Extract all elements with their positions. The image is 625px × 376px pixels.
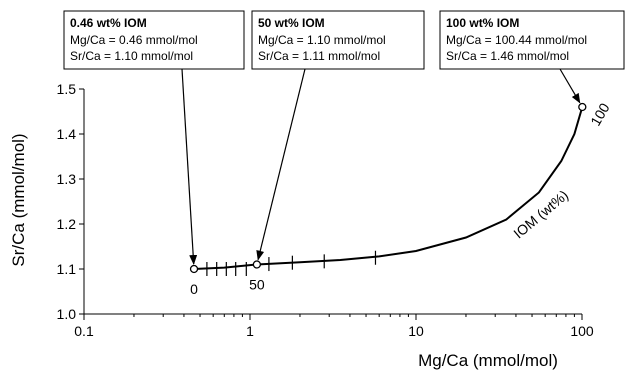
data-point-marker xyxy=(252,260,262,269)
annotation-line: Sr/Ca = 1.11 mmol/mol xyxy=(258,49,380,63)
annotation-title: 100 wt% IOM xyxy=(446,16,519,30)
annotation-line: Mg/Ca = 0.46 mmol/mol xyxy=(70,33,198,47)
x-tick-label: 1 xyxy=(246,323,254,339)
y-tick-label: 1.3 xyxy=(57,171,77,187)
data-point-label: 100 xyxy=(587,100,613,128)
series-line xyxy=(193,106,584,270)
y-tick-label: 1.4 xyxy=(57,126,77,142)
y-tick-label: 1.2 xyxy=(57,216,77,232)
annotation-frame xyxy=(63,10,245,70)
annotation-frame xyxy=(251,10,425,70)
data-point-marker xyxy=(578,102,587,112)
x-tick-label: 0.1 xyxy=(74,323,94,339)
annotation-frame xyxy=(439,10,625,70)
data-point-label: 50 xyxy=(249,277,265,293)
annotation-title: 50 wt% IOM xyxy=(258,16,325,30)
y-tick-label: 1.0 xyxy=(57,306,77,322)
y-tick-label: 1.5 xyxy=(57,81,77,97)
annotation-line: Sr/Ca = 1.10 mmol/mol xyxy=(70,49,193,63)
y-axis-title: Sr/Ca (mmol/mol) xyxy=(9,133,28,266)
data-point-marker xyxy=(189,264,199,274)
x-axis: 0.1 1 10 100 xyxy=(74,314,594,339)
annotation-line: Mg/Ca = 1.10 mmol/mol xyxy=(258,33,386,47)
x-tick-label: 10 xyxy=(408,323,424,339)
annotation-box: 0.46 wt% IOM Mg/Ca = 0.46 mmol/mol Sr/Ca =… xyxy=(63,10,245,266)
x-tick-label: 100 xyxy=(570,323,594,339)
y-tick-label: 1.1 xyxy=(57,261,77,277)
x-axis-title: Mg/Ca (mmol/mol) xyxy=(418,351,558,370)
annotation-arrow xyxy=(256,68,306,261)
curve-label: IOM (wt%) xyxy=(510,187,571,242)
y-axis: 1.0 1.1 1.2 1.3 1.4 1.5 xyxy=(57,81,84,322)
annotation-box: 100 wt% IOM Mg/Ca = 100.44 mmol/mol Sr/Ca … xyxy=(439,10,625,104)
annotation-arrow xyxy=(559,68,581,104)
data-point-label: 0 xyxy=(190,281,198,297)
annotation-line: Mg/Ca = 100.44 mmol/mol xyxy=(446,33,587,47)
annotation-layer: 0.46 wt% IOM Mg/Ca = 0.46 mmol/mol Sr/Ca =… xyxy=(63,10,625,266)
annotation-box: 50 wt% IOM Mg/Ca = 1.10 mmol/mol Sr/Ca = 1… xyxy=(251,10,425,261)
plot-frame xyxy=(83,89,582,315)
annotation-title: 0.46 wt% IOM xyxy=(70,16,147,30)
annotation-line: Sr/Ca = 1.46 mmol/mol xyxy=(446,49,569,63)
annotation-arrow xyxy=(181,68,198,266)
